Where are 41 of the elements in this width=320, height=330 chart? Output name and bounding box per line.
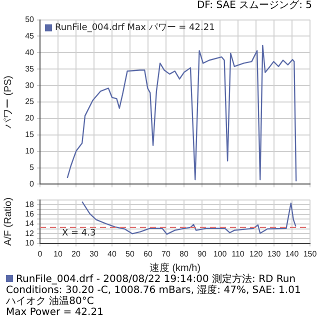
y-tick-label: 5: [30, 162, 35, 172]
x-axis-title: 速度 (km/h): [149, 262, 201, 274]
y-tick-label: 30: [25, 80, 35, 90]
x-tick-label: 60: [144, 249, 153, 258]
x-tick-label: 30: [90, 249, 99, 258]
text: RunFile_004.drf - 2008/08/22 19:14:00 測定方法: RD Run Conditions: 30.20 -C, 1008.76 mBars, 湿度: 47%, SAE: 1.01: [6, 274, 302, 296]
x-tick-label: 70: [162, 249, 171, 258]
y-tick-label: 50: [25, 15, 35, 24]
x-tick-label: 140: [285, 249, 300, 258]
y-tick-label: 18: [25, 200, 35, 209]
y-tick-label: 16: [25, 210, 35, 219]
y-tick-label: 12: [25, 228, 35, 238]
x-tick-label: 80: [180, 249, 189, 258]
x-tick-label: 20: [72, 249, 81, 258]
text: DF: SAE スムージング: 5: [196, 0, 313, 12]
x-tick-label: 0: [38, 249, 43, 258]
x-tick-label: 50: [126, 249, 135, 258]
text: Max Power = 42.21: [6, 307, 104, 318]
x-tick-label: 130: [267, 249, 282, 258]
y-axis-title: パワー (PS): [2, 76, 14, 130]
y-tick-label: 25: [25, 97, 35, 106]
x-tick-label: 40: [108, 249, 117, 258]
y-tick-label: 40: [25, 48, 35, 57]
annotation: X = 4.3: [62, 228, 96, 239]
legend-label: RunFile_004.drf Max パワー = 42.21: [55, 23, 215, 34]
x-tick-label: 150: [303, 249, 318, 258]
y-tick-label: 45: [25, 31, 35, 40]
y-tick-label: 0: [30, 179, 35, 188]
y-tick-label: 35: [25, 64, 35, 74]
x-tick-label: 90: [198, 249, 207, 258]
text: ハイオク 油温80°C: [6, 296, 95, 307]
y-tick-label: 20: [25, 114, 35, 123]
y-tick-label: 10: [25, 146, 35, 156]
y-axis-title: A/F (Ratio): [2, 197, 14, 246]
x-tick-label: 110: [232, 249, 245, 258]
y-tick-label: 14: [25, 219, 35, 228]
x-tick-label: 120: [249, 249, 264, 258]
x-tick-label: 10: [54, 249, 63, 258]
y-tick-label: 15: [25, 130, 35, 140]
y-tick-label: 10: [25, 238, 35, 248]
x-tick-label: 100: [213, 249, 228, 258]
